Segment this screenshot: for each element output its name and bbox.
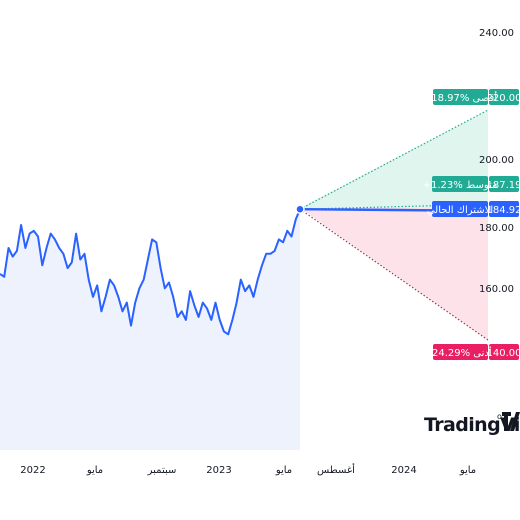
average-price-badge [489, 176, 519, 192]
average-text-badge [432, 176, 488, 192]
price-area-fill [0, 209, 300, 450]
x-tick-label: 2024 [391, 465, 416, 476]
y-tick-label: 240.00 [479, 28, 514, 39]
x-tick-label: سبتمبر [147, 465, 177, 476]
tradingview-logo: TradingView o [424, 412, 520, 436]
y-tick-label: 200.00 [479, 155, 514, 166]
x-tick-label: مايو [86, 465, 103, 476]
y-tick-label: 180.00 [479, 223, 514, 234]
forecast-high-line [299, 109, 489, 210]
x-tick-label: أغسطس [317, 463, 355, 476]
forecast-labels: 220.00 +18.97% أقصى 187.19 +1.23% متوسط … [423, 89, 520, 360]
tradingview-mark-icon [502, 412, 520, 431]
y-tick-label: 160.00 [479, 284, 514, 295]
current-text-badge [432, 201, 488, 217]
low-forecast-text: -24.29% أدنى [428, 346, 491, 359]
x-tick-label: مايو [459, 465, 476, 476]
x-tick-label: مايو [275, 465, 292, 476]
current-price-label: 184.92 [487, 205, 520, 216]
y-axis: 240.00 200.00 180.00 160.00 [479, 28, 514, 295]
tradingview-mark-circle-icon: o [497, 412, 502, 421]
high-price-badge [489, 89, 519, 105]
average-forecast-text: +1.23% متوسط [423, 180, 498, 191]
low-price-label: 140.00 [487, 348, 520, 359]
low-text-badge [433, 344, 488, 360]
current-price-point [295, 204, 305, 214]
high-forecast-text: +18.97% أقصى [423, 91, 497, 104]
x-axis: 2022 مايو سبتمبر 2023 مايو أغسطس 2024 ما… [20, 463, 476, 476]
price-series-line [0, 208, 301, 336]
high-text-badge [433, 89, 488, 105]
low-price-badge [489, 344, 519, 360]
up-forecast-mask [300, 110, 488, 208]
average-price-label: 187.19 [487, 180, 520, 191]
x-tick-label: 2023 [206, 465, 231, 476]
current-price-badge [489, 201, 519, 217]
tradingview-wordmark: TradingView [424, 414, 520, 436]
current-forecast-text: الاشتراك الحالي [427, 205, 493, 216]
high-price-label: 220.00 [487, 93, 520, 104]
x-tick-label: 2022 [20, 465, 45, 476]
